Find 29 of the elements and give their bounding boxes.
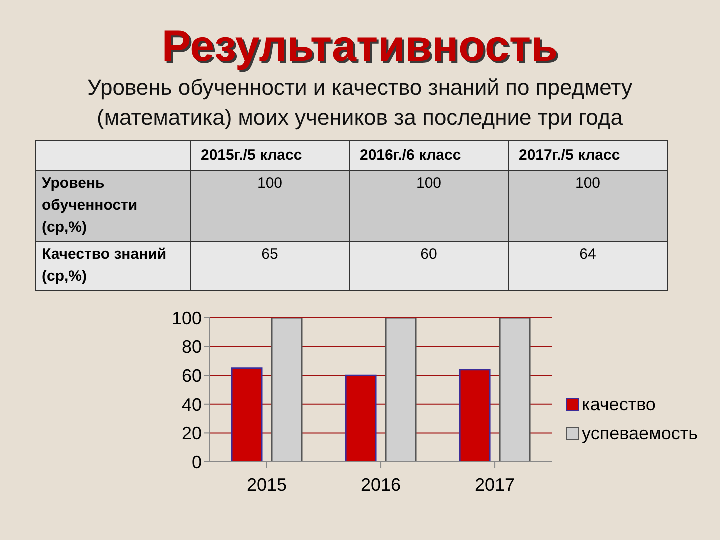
series-label: Уровень обученности (ср,%): [36, 170, 190, 242]
x-tick-label: 2016: [361, 474, 402, 495]
y-tick-label: 40: [182, 394, 202, 415]
bar: [459, 369, 491, 462]
x-tick-label: 2017: [475, 474, 516, 495]
bar: [385, 318, 417, 462]
category-label: 2016г./6 класс: [350, 140, 508, 170]
bar: [231, 368, 263, 462]
category-label: 2017г./5 класс: [508, 140, 668, 170]
x-tick-label: 2015: [246, 474, 288, 495]
data-label: 100: [508, 170, 668, 242]
bar: [499, 318, 531, 462]
data-label: 64: [508, 242, 668, 290]
legend-label: успеваемость: [582, 423, 698, 444]
y-tick-label: 60: [182, 366, 202, 386]
y-tick-label: 0: [192, 452, 202, 472]
legend-label: качество: [582, 394, 656, 414]
series-label: Качество знаний (ср,%): [36, 242, 190, 290]
category-label: 2015г./5 класс: [190, 140, 350, 170]
bar: [345, 374, 377, 462]
text: Уровень обученности и качество знаний по предмету (математика) моих учеников за последние три года: [86, 74, 634, 132]
text: Результативность: [160, 22, 560, 72]
y-tick-label: 100: [172, 308, 202, 328]
data-label: 100: [350, 170, 508, 242]
y-tick-label: 80: [182, 337, 202, 358]
data-label: 60: [350, 242, 508, 290]
y-tick-label: 20: [182, 424, 202, 444]
bar: [271, 318, 303, 462]
data-label: 65: [190, 242, 350, 290]
